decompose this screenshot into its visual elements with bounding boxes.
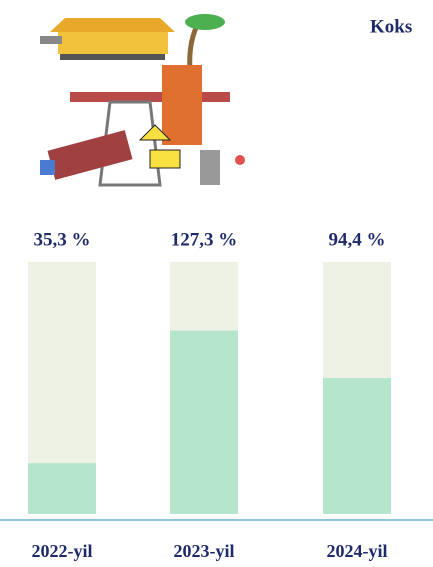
x-tick-label: 2022-yil (32, 541, 93, 561)
chart-title: Koks (370, 16, 412, 37)
oil-pump-illustration (40, 14, 245, 185)
value-label: 94,4 % (329, 229, 386, 250)
x-tick-label: 2023-yil (174, 541, 235, 561)
bar (170, 331, 238, 514)
value-label: 35,3 % (34, 229, 91, 250)
bar (323, 378, 391, 514)
bar (28, 463, 96, 514)
x-tick-label: 2024-yil (327, 541, 388, 561)
value-label: 127,3 % (171, 229, 238, 250)
chart: Koks 35,3 % 2022-yil 127,3 % 2023-yil 94,4 %… (0, 0, 433, 567)
